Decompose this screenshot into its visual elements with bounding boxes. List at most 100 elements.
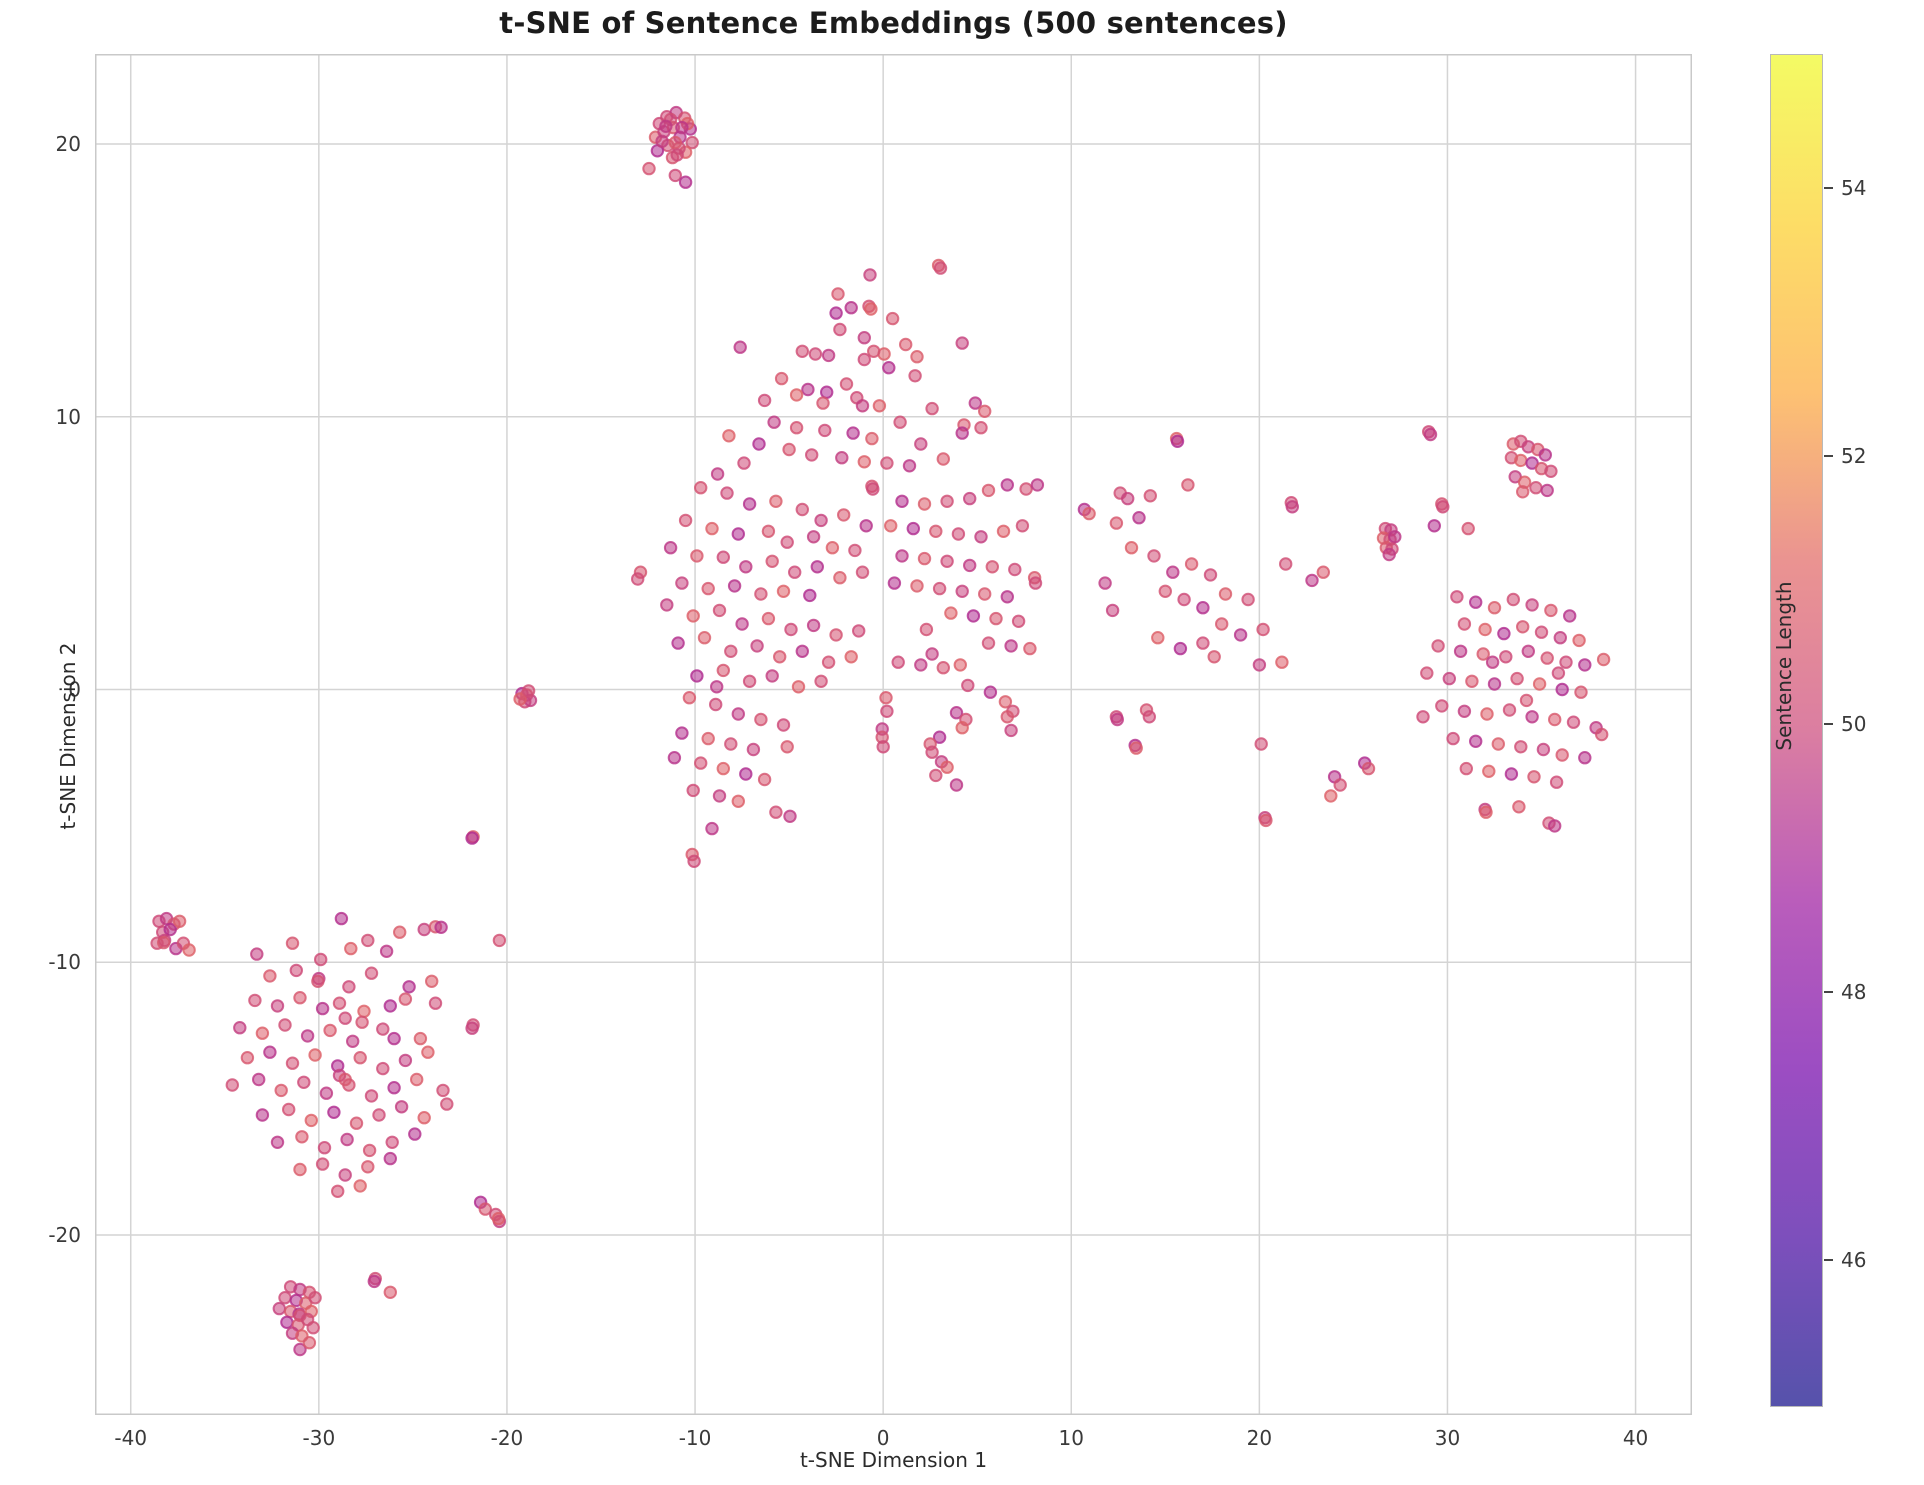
scatter-point (255, 1108, 270, 1122)
scatter-point (1110, 712, 1124, 727)
scatter-point (642, 161, 656, 176)
scatter-point (1109, 516, 1124, 530)
scatter-point (1540, 651, 1554, 665)
scatter-point (955, 426, 969, 440)
x-tick-label: 40 (1623, 1426, 1648, 1450)
scatter-point (1457, 704, 1472, 718)
scatter-point (694, 481, 708, 495)
scatter-point (263, 1045, 277, 1059)
scatter-point (364, 1089, 379, 1103)
scatter-point (668, 135, 682, 150)
scatter-point (1259, 813, 1273, 828)
scatter-point (293, 1342, 307, 1357)
scatter-point (710, 467, 725, 481)
scatter-point (282, 1102, 296, 1117)
x-tick-label: 30 (1435, 1426, 1460, 1450)
scatter-point (1416, 710, 1430, 724)
scatter-point (1008, 562, 1022, 577)
scatter-point (705, 821, 719, 836)
scatter-point (1004, 723, 1018, 738)
colorbar-ticks: 46 48 50 52 54 (1823, 54, 1913, 1407)
scatter-point (1487, 677, 1502, 691)
x-tick-label: 20 (1247, 1426, 1272, 1450)
scatter-point (829, 306, 843, 320)
scatter-point (776, 718, 791, 732)
scatter-point (1540, 483, 1554, 498)
scatter-point (1465, 674, 1479, 688)
scatter-point (349, 1116, 364, 1130)
scatter-point (311, 974, 325, 988)
scatter-point (844, 650, 858, 664)
scatter-point (1514, 740, 1528, 754)
scatter-point (663, 541, 678, 555)
scatter-point (248, 993, 262, 1008)
scatter-point (705, 521, 719, 536)
scatter-point (402, 980, 416, 994)
scatter-point (789, 388, 804, 402)
scatter-point (383, 1151, 397, 1166)
scatter-point (866, 482, 880, 496)
scatter-point (795, 344, 809, 358)
scatter-point (727, 579, 742, 593)
scatter-point (974, 421, 988, 435)
x-tick-label: -20 (491, 1426, 524, 1450)
scatter-point (1023, 641, 1037, 656)
scatter-point (929, 768, 943, 783)
scatter-point (908, 369, 922, 383)
scatter-point (1000, 710, 1014, 724)
scatter-point (1082, 506, 1096, 521)
scatter-point (1143, 489, 1158, 503)
scatter-point (863, 268, 877, 282)
scatter-point (172, 914, 187, 928)
scatter-point (690, 669, 704, 683)
scatter-point (353, 1051, 367, 1065)
scatter-point (250, 947, 264, 961)
scatter-point (1215, 617, 1229, 631)
scatter-point (716, 663, 730, 678)
scatter-point (513, 692, 527, 706)
scatter-point (1442, 671, 1457, 686)
scatter-point (1572, 633, 1586, 648)
scatter-point (1563, 609, 1577, 623)
scatter-point (394, 1100, 409, 1114)
scatter-point (1233, 628, 1248, 642)
scatter-point (1105, 603, 1120, 618)
scatter-point (685, 135, 699, 150)
scatter-point (300, 1029, 315, 1043)
scatter-point (285, 1056, 300, 1070)
scatter-point (1551, 666, 1566, 680)
scatter-point (436, 1083, 450, 1098)
scatter-point (686, 609, 700, 623)
scatter-point (1382, 547, 1396, 562)
scatter-point (955, 584, 969, 598)
scatter-point (315, 1001, 330, 1016)
scatter-point (724, 644, 738, 658)
scatter-point (690, 549, 704, 563)
scatter-point (1525, 598, 1539, 612)
scatter-point (1285, 500, 1300, 514)
scatter-point (338, 1072, 352, 1087)
scatter-point (1011, 614, 1026, 628)
scatter-point (1534, 625, 1549, 639)
scatter-point (879, 691, 893, 705)
scatter-point (1459, 761, 1474, 776)
scatter-point (805, 448, 819, 462)
colorbar-tick-label: 46 (1841, 1247, 1867, 1272)
scatter-point (876, 740, 890, 754)
scatter-point (1427, 519, 1442, 533)
y-tick-label: -10 (48, 950, 81, 974)
y-tick-label: 10 (56, 405, 81, 429)
scatter-point (361, 933, 375, 948)
scatter-point (761, 524, 776, 538)
scatter-point (761, 611, 776, 626)
scatter-point (865, 431, 879, 446)
scatter-point (323, 1023, 337, 1038)
scatter-point (1142, 710, 1157, 724)
scatter-point (936, 661, 950, 675)
scatter-point (833, 322, 847, 337)
scatter-point (1527, 770, 1541, 784)
scatter-point (678, 175, 693, 189)
scatter-point (818, 423, 832, 438)
scatter-point (285, 936, 300, 950)
scatter-point (1361, 761, 1376, 776)
